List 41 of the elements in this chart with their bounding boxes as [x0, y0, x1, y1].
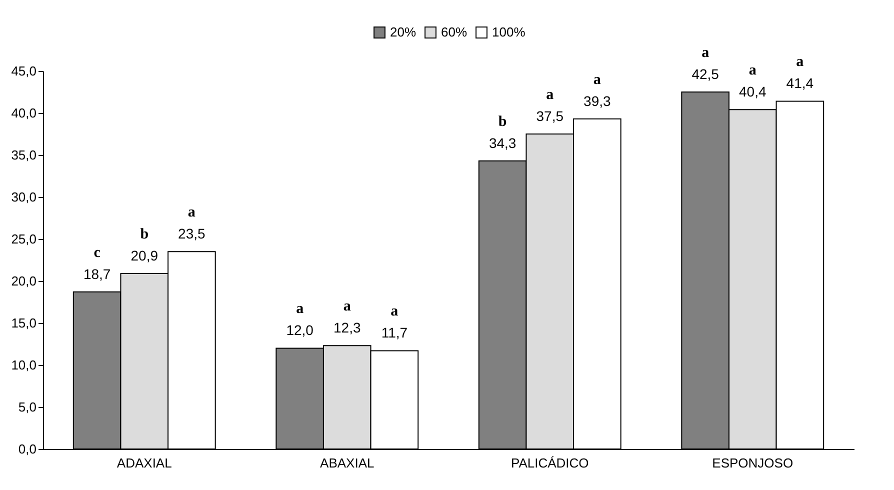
data-label: 34,3 [488, 134, 516, 151]
data-label: 41,4 [786, 75, 814, 92]
y-tick-label: 45,0 [11, 64, 36, 78]
x-tick-label: ABAXIAL [320, 456, 374, 470]
y-tick-label: 40,0 [11, 106, 36, 120]
x-tick-label: ADAXIAL [116, 456, 172, 470]
data-label: 20,9 [130, 247, 158, 264]
y-tick-label: 25,0 [11, 232, 36, 246]
annotation: a [593, 72, 602, 88]
data-label: 23,5 [178, 226, 206, 242]
y-tick-label: 20,0 [11, 274, 36, 288]
annotation: a [343, 298, 352, 315]
y-tick-label: 0,0 [18, 442, 36, 456]
annotation: a [748, 62, 757, 79]
y-tick-label: 30,0 [11, 190, 36, 204]
x-tick-label: PALICÁDICO [510, 456, 589, 470]
text: a [796, 54, 804, 70]
data-label: 18,7 [83, 266, 111, 282]
y-tick-label: 15,0 [11, 316, 36, 330]
annotation: a [390, 304, 399, 320]
data-label: 39,3 [584, 92, 612, 109]
data-label: 11,7 [381, 324, 408, 341]
data-label: 12,3 [334, 320, 361, 336]
annotation: c [94, 244, 101, 261]
x-tick-label: ESPONJOSO [712, 456, 794, 470]
annotation: b [498, 114, 507, 130]
text: a [702, 45, 710, 61]
y-tick-label: 10,0 [11, 358, 36, 372]
data-label: 37,5 [536, 108, 564, 124]
y-tick-label: 35,0 [11, 148, 36, 162]
data-label: 42,5 [692, 66, 720, 82]
annotation: b [140, 226, 149, 242]
annotation: a [188, 204, 196, 221]
annotation: a [296, 301, 304, 318]
annotation: a [546, 87, 554, 103]
data-label: 40,4 [739, 84, 766, 100]
y-tick-label: 5,0 [18, 400, 36, 414]
legend-label: 60% [441, 24, 468, 40]
legend-label: 20% [390, 24, 416, 40]
data-label: 12,0 [286, 322, 314, 338]
legend-label: 100% [492, 24, 526, 40]
